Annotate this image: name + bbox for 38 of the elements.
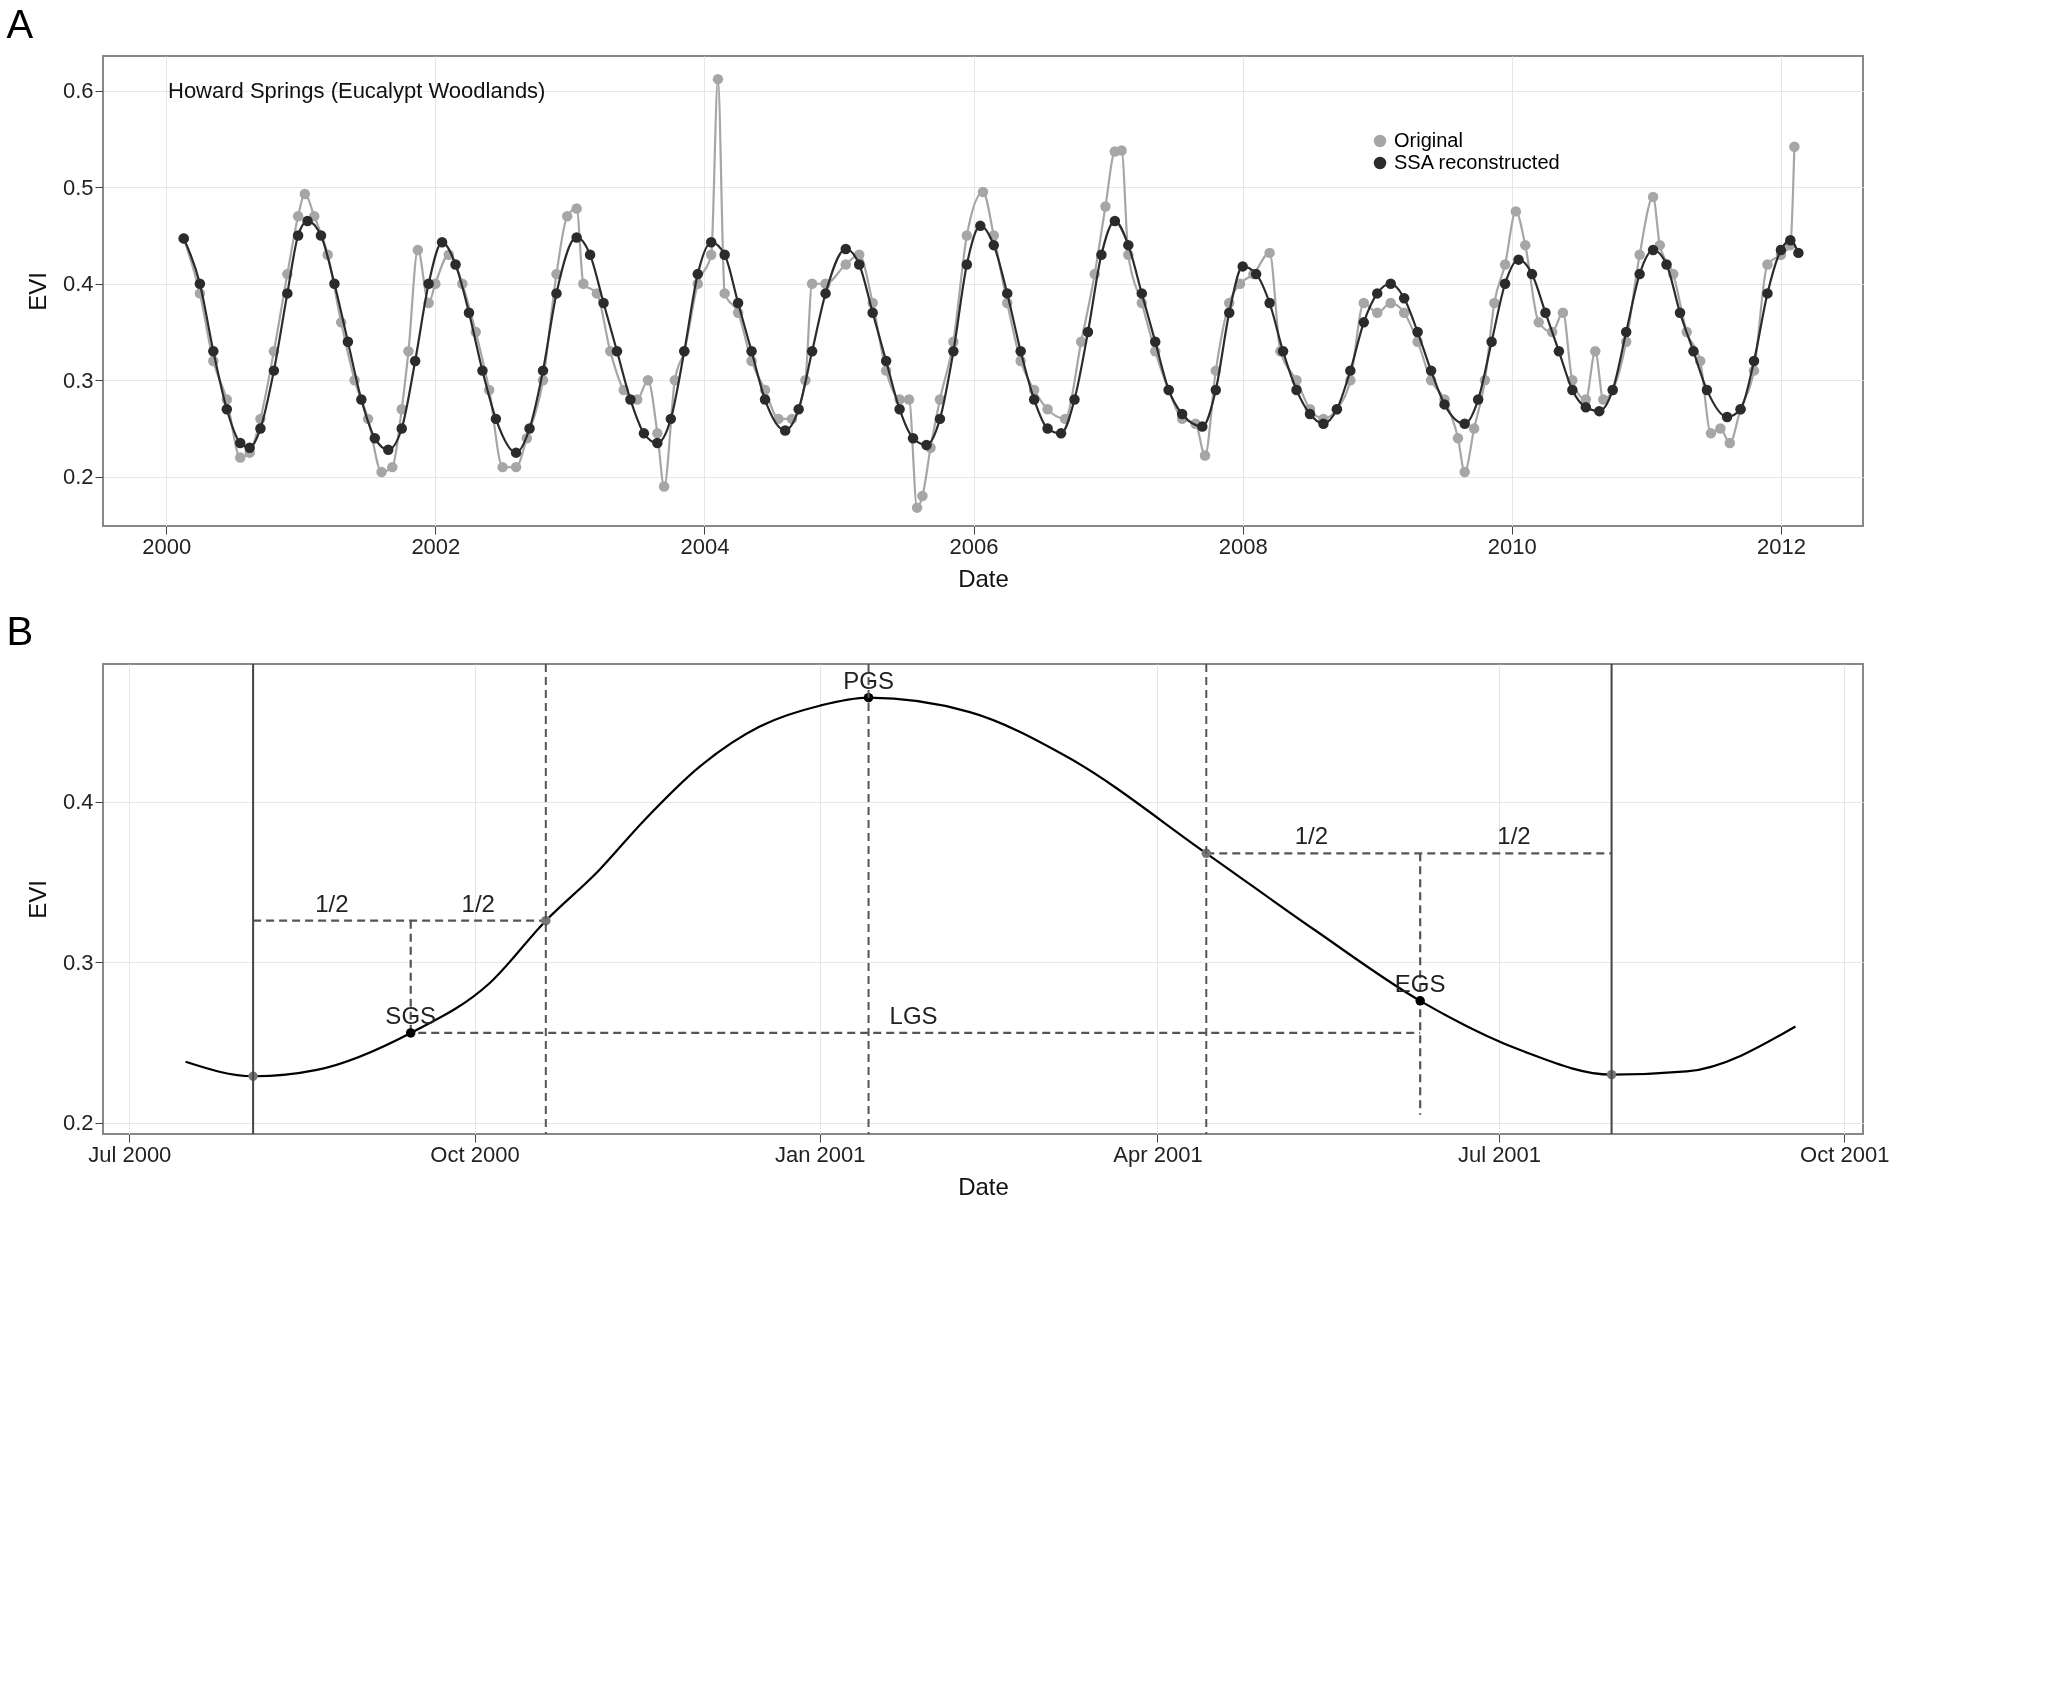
annotation: SGS — [385, 1001, 437, 1029]
x-tick-label: 2002 — [411, 533, 461, 559]
x-tick-label: 2012 — [1756, 533, 1806, 559]
x-tick-label: Jan 2001 — [774, 1141, 866, 1167]
annotation: PGS — [843, 666, 894, 694]
x-tick-label: 2000 — [142, 533, 192, 559]
y-tick-label: 0.4 — [62, 271, 94, 297]
chart-title: B — [6, 609, 34, 653]
x-tick-label: Jul 2001 — [1457, 1141, 1542, 1167]
legend-label: Original — [1394, 129, 1463, 151]
y-tick-label: 0.6 — [62, 78, 94, 104]
y-tick-label: 0.4 — [62, 789, 94, 815]
x-tick-label: 2004 — [680, 533, 730, 559]
y-tick-label: 0.2 — [62, 464, 94, 490]
legend-label: SSA reconstructed — [1394, 151, 1560, 173]
x-axis-title: Date — [958, 564, 1009, 592]
chart-title: A — [6, 2, 34, 46]
x-tick-label: 2006 — [949, 533, 999, 559]
x-axis-title: Date — [958, 1172, 1009, 1200]
annotation: EGS — [1394, 969, 1446, 997]
y-axis-title: EVI — [23, 272, 51, 311]
annotation: 1/2 — [1294, 822, 1329, 850]
annotation: Howard Springs (Eucalypt Woodlands) — [168, 78, 546, 103]
annotation: LGS — [889, 1001, 938, 1029]
y-axis-title: EVI — [23, 880, 51, 919]
x-tick-label: Jul 2000 — [88, 1141, 172, 1167]
x-tick-label: 2008 — [1218, 533, 1268, 559]
x-tick-label: Oct 2001 — [1800, 1141, 1890, 1167]
annotation: 1/2 — [1497, 822, 1531, 850]
y-tick-label: 0.5 — [62, 174, 94, 200]
x-tick-label: Oct 2000 — [430, 1141, 520, 1167]
annotation: 1/2 — [461, 889, 495, 917]
y-tick-label: 0.3 — [62, 949, 94, 975]
y-tick-label: 0.2 — [62, 1110, 94, 1136]
y-tick-label: 0.3 — [62, 367, 94, 393]
annotation: 1/2 — [315, 889, 349, 917]
x-tick-label: 2010 — [1487, 533, 1537, 559]
x-tick-label: Apr 2001 — [1113, 1141, 1203, 1167]
